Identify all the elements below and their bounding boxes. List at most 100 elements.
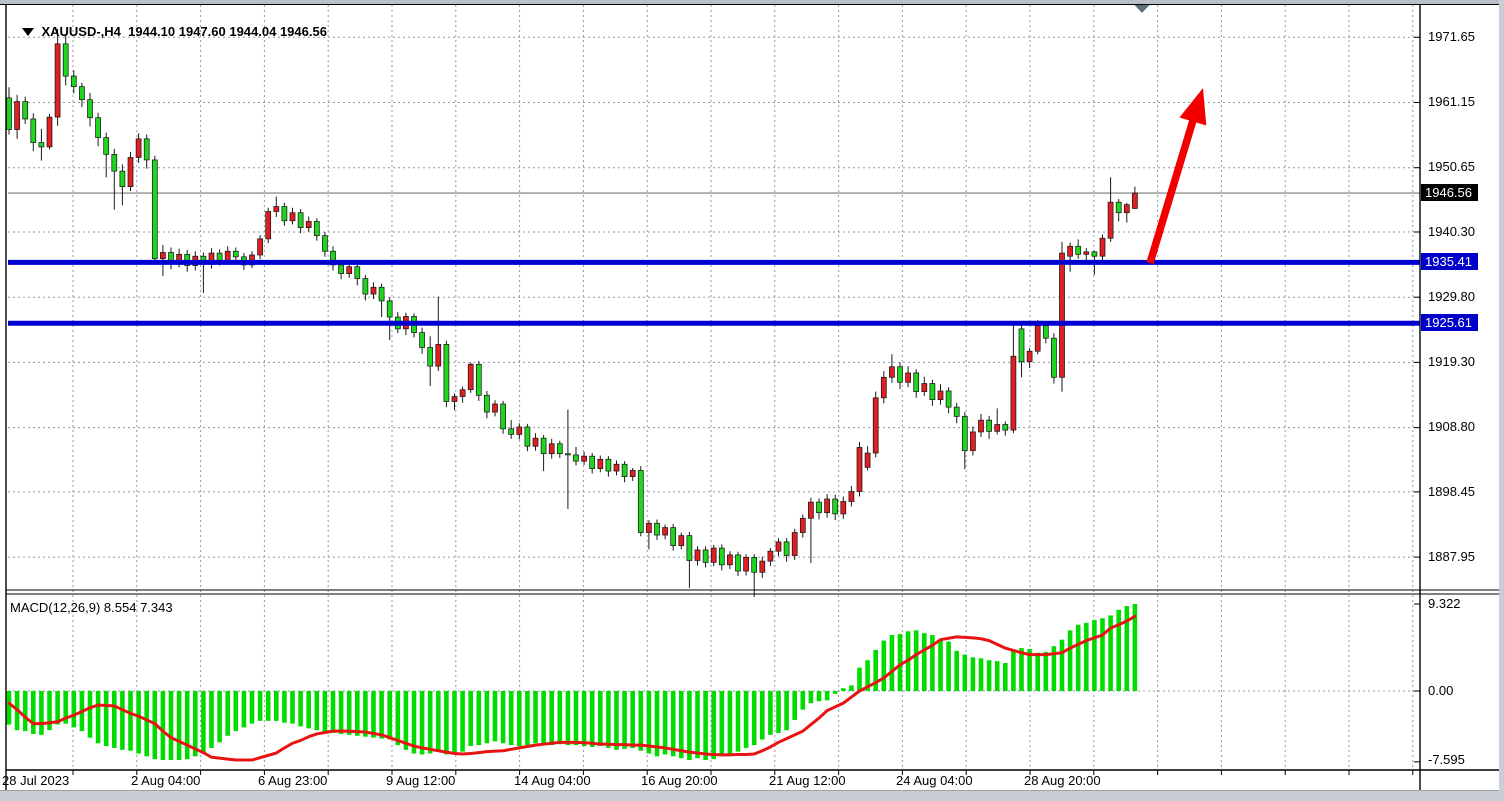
candle-body [759,560,766,573]
candle-body [791,532,798,556]
candle-body [378,286,385,302]
macd-histogram-bar [95,691,101,744]
level-price-badge: 1935.41 [1421,253,1478,270]
macd-histogram-bar [800,691,806,710]
candle-body [994,424,1001,432]
candle-body [702,549,709,563]
candle-body [386,300,393,318]
macd-histogram-bar [962,654,968,691]
macd-histogram-bar [881,640,887,691]
candle-body [848,491,855,502]
macd-histogram-bar [711,691,716,760]
macd-histogram-bar [792,691,797,720]
macd-histogram-bar [517,691,522,747]
time-axis-label[interactable]: 6 Aug 23:00 [258,773,328,788]
candle-body [103,137,110,155]
candle-body [451,396,458,402]
macd-histogram-bar [193,691,198,757]
macd-histogram-bar [201,691,206,754]
macd-histogram-bar [1043,651,1049,691]
macd-histogram-bar [735,691,741,752]
price-axis-label[interactable]: 1908.80 [1428,419,1475,434]
candle-body [135,138,142,158]
macd-histogram-bar [355,691,360,736]
trend-arrow-head[interactable] [1179,84,1216,126]
macd-histogram-bar [841,688,846,691]
candle-body [338,264,344,274]
time-axis-label[interactable]: 21 Aug 12:00 [769,773,846,788]
candle-body [735,554,741,572]
candle-body [913,372,920,392]
candle-body [87,99,93,119]
candle-body [111,154,118,172]
price-axis-label[interactable]: 1919.30 [1428,354,1475,369]
macd-histogram-bar [492,691,498,742]
macd-axis-label[interactable]: 0.00 [1428,683,1454,698]
macd-histogram-bar [184,691,190,760]
macd-histogram-bar [719,691,725,757]
candle-body [548,443,555,455]
candle-body [232,250,239,258]
candle-body [775,541,782,552]
macd-histogram-bar [630,691,635,748]
time-axis-label[interactable]: 28 Jul 2023 [2,773,70,788]
time-axis-label[interactable]: 16 Aug 20:00 [641,773,718,788]
price-axis-label[interactable]: 1950.65 [1428,159,1475,174]
time-axis-label[interactable]: 9 Aug 12:00 [386,773,456,788]
candle-body [1107,201,1114,239]
candle-body [864,452,871,468]
candle-body [79,86,85,101]
price-axis-label[interactable]: 1971.65 [1428,29,1475,44]
candle-body [1099,237,1106,257]
candle-body [1059,252,1065,378]
price-axis-label[interactable]: 1929.80 [1428,289,1475,304]
macd-histogram-bar [865,660,870,691]
candle-body [937,390,944,401]
macd-histogram-bar [1084,622,1089,691]
time-axis-label[interactable]: 24 Aug 04:00 [896,773,973,788]
candle-body [151,159,158,260]
time-axis-label[interactable]: 2 Aug 04:00 [131,773,201,788]
macd-histogram-bar [541,691,546,745]
candle-body [54,43,61,118]
macd-histogram-bar [249,691,255,724]
candle-body [516,426,523,435]
chart-title: XAUUSD-,H4 1944.10 1947.60 1944.04 1946.… [41,24,327,39]
macd-axis-label[interactable]: -7.595 [1428,752,1465,767]
window-bottom-edge [0,791,1504,801]
price-axis-label[interactable]: 1961.15 [1428,94,1475,109]
candle-body [305,221,312,228]
macd-histogram-bar [598,691,603,747]
price-axis-label[interactable]: 1898.45 [1428,484,1475,499]
macd-histogram-bar [209,691,214,748]
time-axis-label[interactable]: 28 Aug 20:00 [1024,773,1101,788]
macd-histogram-bar [994,661,1000,691]
macd-histogram-bar [128,691,133,751]
candle-body [1010,355,1017,431]
candle-body [1091,251,1098,257]
macd-histogram-bar [978,658,984,691]
macd-histogram-bar [913,630,919,691]
candle-body [783,541,790,556]
macd-axis-label[interactable]: 9.322 [1428,596,1461,611]
macd-histogram-bar [1027,649,1032,691]
macd-histogram-bar [71,691,77,728]
macd-histogram-bar [816,691,822,702]
macd-histogram-bar [436,691,441,752]
time-axis-label[interactable]: 14 Aug 04:00 [514,773,591,788]
price-axis-label[interactable]: 1887.95 [1428,549,1475,564]
candle-body [646,522,652,533]
macd-histogram-bar [112,691,117,748]
symbol-dropdown-icon[interactable] [22,28,35,36]
candle-body [492,403,498,413]
trend-arrow-shaft[interactable] [1146,115,1198,265]
window-right-edge [1499,0,1504,801]
candle-body [265,211,272,240]
macd-histogram-bar [897,634,903,691]
macd-histogram-bar [654,691,660,757]
macd-histogram-bar [824,691,830,701]
price-axis-label[interactable]: 1940.30 [1428,224,1475,239]
candle-body [1123,204,1130,214]
candle-body [459,389,466,397]
